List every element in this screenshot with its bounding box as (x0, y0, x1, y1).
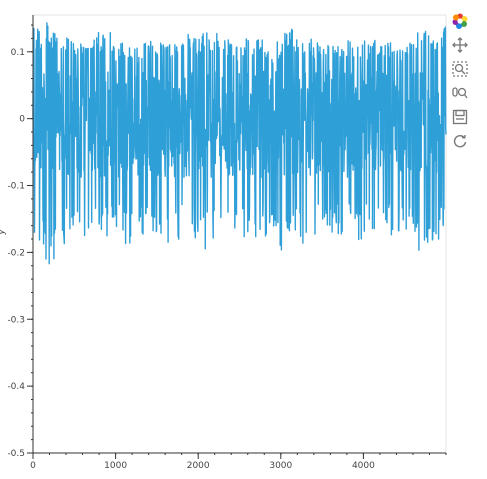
y-axis-label: y (0, 229, 7, 236)
y-tick-label: -0.1 (7, 182, 25, 192)
box-zoom-icon[interactable] (451, 60, 469, 78)
y-tick-label: -0.3 (7, 315, 25, 325)
y-tick-label: -0.5 (7, 449, 25, 459)
bokeh-logo-icon[interactable] (451, 12, 469, 30)
pan-icon[interactable] (451, 36, 469, 54)
axes-group: 0.1 0 -0.1 -0.2 -0.3 -0.4 -0.5 0 1000 2000 3000 400… (7, 15, 447, 471)
y-tick-label: 0.1 (11, 48, 25, 58)
y-tick-label: -0.4 (7, 382, 25, 392)
signal-line (32, 22, 447, 265)
wheel-zoom-icon[interactable] (451, 84, 469, 102)
save-icon[interactable] (451, 108, 469, 126)
reset-icon[interactable] (451, 132, 469, 150)
series-group (32, 22, 447, 265)
chart-toolbar (449, 12, 471, 156)
x-tick-label: 2000 (187, 461, 210, 471)
x-tick-label: 4000 (352, 461, 375, 471)
x-tick-label: 0 (30, 461, 36, 471)
x-tick-label: 3000 (269, 461, 292, 471)
y-tick-label: -0.2 (7, 248, 25, 258)
x-tick-label: 1000 (104, 461, 127, 471)
y-tick-label: 0 (19, 115, 25, 125)
